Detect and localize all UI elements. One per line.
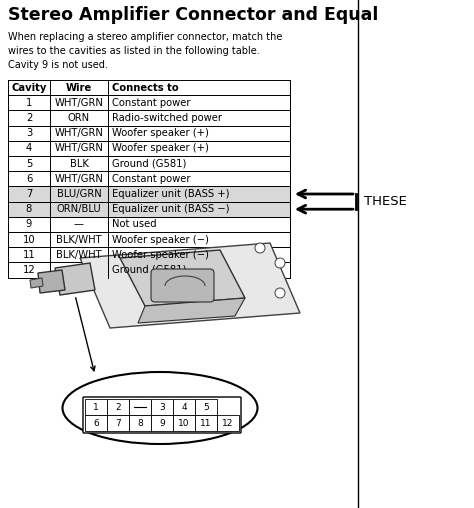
Bar [173,399,195,415]
Bar [8,80,290,95]
Bar [8,125,290,141]
Text: Radio-switched power: Radio-switched power [112,113,222,123]
Text: 1: 1 [26,98,32,108]
Text: WHT/GRN: WHT/GRN [55,174,103,184]
Text: Constant power: Constant power [112,98,191,108]
Text: 11: 11 [200,419,212,428]
Bar [129,415,151,431]
Text: When replacing a stereo amplifier connector, match the
wires to the cavities as : When replacing a stereo amplifier connec… [8,32,283,70]
Bar [151,399,173,415]
Text: 10: 10 [23,235,35,244]
Text: 5: 5 [203,402,209,411]
Text: Stereo Amplifier Connector and Equal: Stereo Amplifier Connector and Equal [8,6,378,24]
Text: 8: 8 [137,419,143,428]
Bar [173,415,195,431]
Bar [195,415,217,431]
Bar [8,171,290,186]
Polygon shape [138,298,245,323]
Bar [8,156,290,171]
Text: Woofer speaker (+): Woofer speaker (+) [112,128,209,138]
Text: —: — [74,219,84,230]
Text: 6: 6 [26,174,32,184]
Text: 9: 9 [159,419,165,428]
Text: 7: 7 [115,419,121,428]
Text: 4: 4 [181,402,187,411]
Text: BLK/WHT: BLK/WHT [56,235,102,244]
Text: 9: 9 [26,219,32,230]
Bar [8,232,290,247]
Bar [195,399,217,415]
Text: 8: 8 [26,204,32,214]
Text: 3: 3 [26,128,32,138]
Text: Not used: Not used [112,219,156,230]
Circle shape [275,288,285,298]
Circle shape [255,243,265,253]
Text: 12: 12 [23,265,36,275]
Polygon shape [38,270,65,293]
Bar [107,399,129,415]
Bar [8,217,290,232]
Text: BLK: BLK [70,158,89,169]
Text: 11: 11 [23,250,36,260]
Bar [8,247,290,263]
Bar [8,95,290,110]
Text: Connects to: Connects to [112,83,179,92]
Text: 1: 1 [93,402,99,411]
Text: Woofer speaker (+): Woofer speaker (+) [112,143,209,153]
FancyBboxPatch shape [83,397,241,433]
Text: BLK/WHT: BLK/WHT [56,250,102,260]
Text: ORN: ORN [68,113,90,123]
Text: 10: 10 [178,419,190,428]
Bar [8,263,290,277]
Text: WHT/GRN: WHT/GRN [55,128,103,138]
FancyBboxPatch shape [151,269,214,302]
Text: Woofer speaker (−): Woofer speaker (−) [112,235,209,244]
Text: Equalizer unit (BASS +): Equalizer unit (BASS +) [112,189,229,199]
Text: BLU/GRN: BLU/GRN [56,189,101,199]
Text: Ground (G581): Ground (G581) [112,265,186,275]
Text: WHT/GRN: WHT/GRN [55,98,103,108]
Text: Constant power: Constant power [112,174,191,184]
Text: Cavity: Cavity [11,83,46,92]
Text: 12: 12 [222,419,234,428]
Text: Woofer speaker (−): Woofer speaker (−) [112,250,209,260]
Text: 2: 2 [115,402,121,411]
Polygon shape [30,278,43,288]
Polygon shape [80,243,300,328]
Ellipse shape [63,372,257,444]
Text: THESE: THESE [364,195,407,208]
Text: BLK: BLK [70,265,89,275]
Circle shape [275,258,285,268]
Bar [107,415,129,431]
Polygon shape [55,263,95,295]
Text: Equalizer unit (BASS −): Equalizer unit (BASS −) [112,204,229,214]
Text: WHT/GRN: WHT/GRN [55,143,103,153]
Bar [85,415,107,431]
Bar [85,399,107,415]
Bar [129,399,151,415]
Bar [8,141,290,156]
Text: Wire: Wire [66,83,92,92]
Text: 2: 2 [26,113,32,123]
Polygon shape [120,250,245,306]
Text: 6: 6 [93,419,99,428]
Text: 3: 3 [159,402,165,411]
Text: Ground (G581): Ground (G581) [112,158,186,169]
Text: 7: 7 [26,189,32,199]
Bar [8,110,290,125]
Text: ORN/BLU: ORN/BLU [56,204,101,214]
Text: 5: 5 [26,158,32,169]
Bar [8,202,290,217]
Bar [8,186,290,202]
Bar [217,415,239,431]
Bar [151,415,173,431]
Text: 4: 4 [26,143,32,153]
